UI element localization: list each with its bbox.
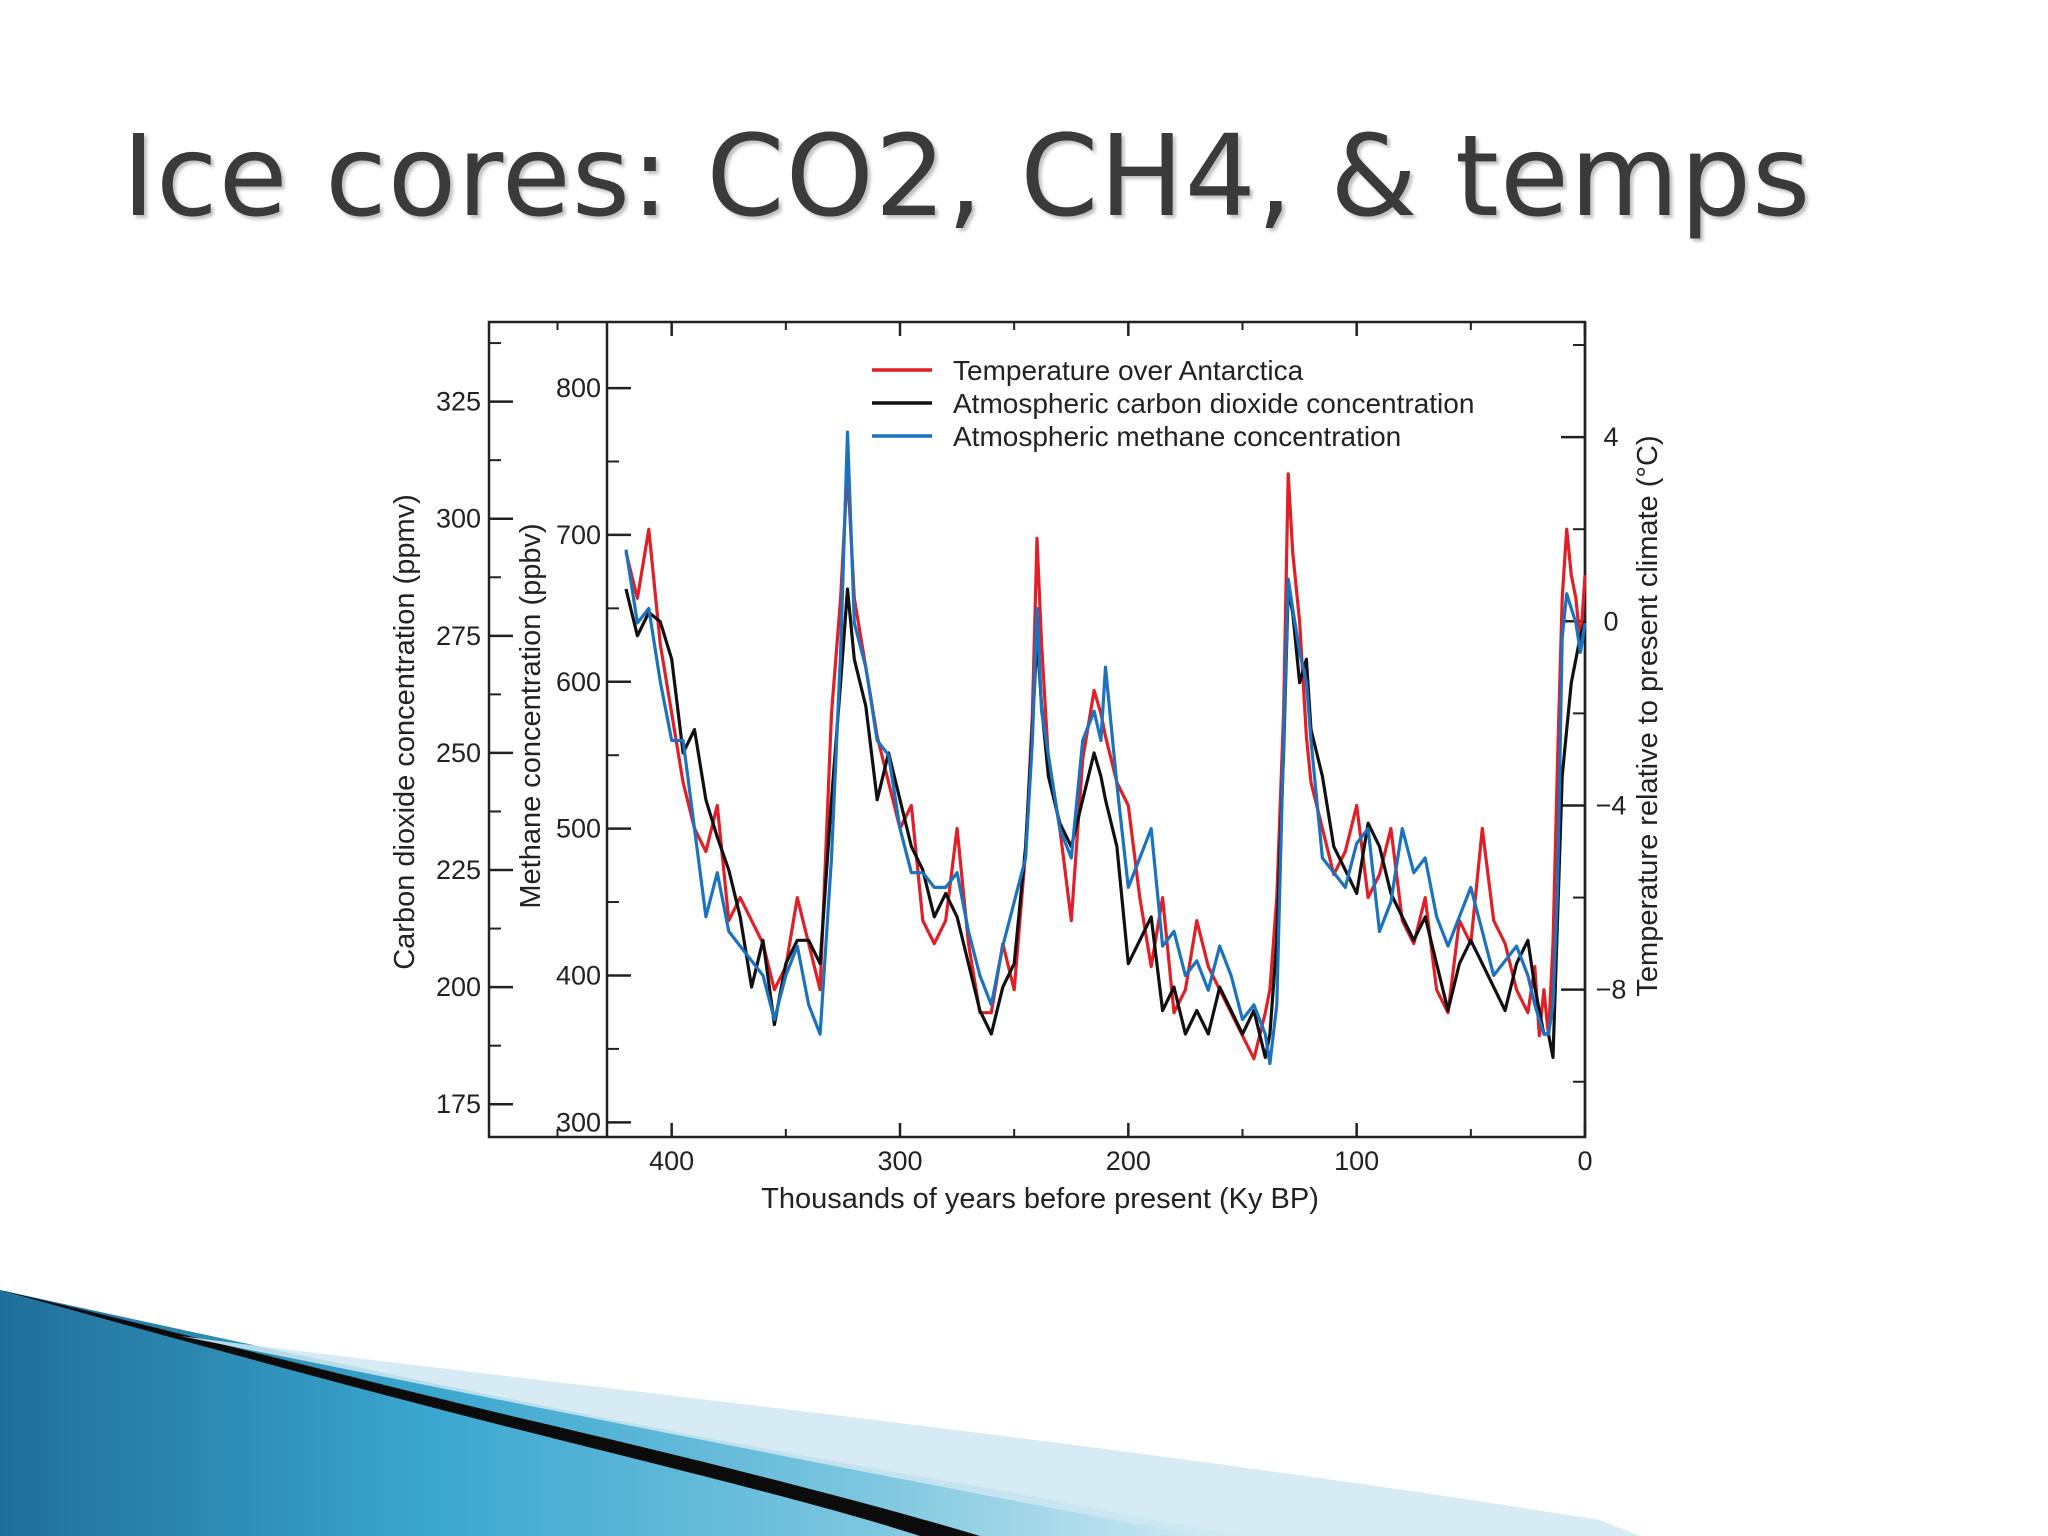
temp-tick-label: 0 — [1603, 606, 1618, 636]
x-tick-label: 0 — [1577, 1146, 1592, 1176]
co2-tick-label: 325 — [436, 387, 481, 417]
x-tick-label: 100 — [1334, 1146, 1379, 1176]
co2-tick-label: 300 — [436, 504, 481, 534]
ch4-tick-label: 300 — [556, 1107, 601, 1137]
temp-axis-label: Temperature relative to present climate … — [1632, 435, 1664, 996]
ch4-tick-label: 600 — [556, 667, 601, 697]
co2-tick-label: 200 — [436, 972, 481, 1002]
ch4-tick-label: 400 — [556, 960, 601, 990]
temp-tick-label: −4 — [1596, 790, 1627, 820]
co2-tick-label: 225 — [436, 855, 481, 885]
temp-tick-label: −8 — [1596, 975, 1627, 1005]
ch4-axis-label: Methane concentration (ppbv) — [515, 523, 547, 908]
x-axis-label: Thousands of years before present (Ky BP… — [761, 1183, 1319, 1215]
ch4-tick-label: 700 — [556, 520, 601, 550]
series-line-ch4 — [624, 430, 1587, 1066]
co2-tick-label: 250 — [436, 738, 481, 768]
co2-tick-label: 175 — [436, 1089, 481, 1119]
x-tick-label: 200 — [1106, 1146, 1151, 1176]
slide-title: Ice cores: CO2, CH4, & temps — [122, 112, 1812, 242]
series-line-co2 — [624, 587, 1587, 1060]
x-tick-label: 300 — [877, 1146, 922, 1176]
co2-axis-label: Carbon dioxide concentration (ppmv) — [389, 494, 421, 970]
legend-label: Atmospheric methane concentration — [953, 421, 1401, 452]
legend-label: Atmospheric carbon dioxide concentration — [953, 388, 1474, 419]
ch4-tick-label: 500 — [556, 814, 601, 844]
legend-label: Temperature over Antarctica — [953, 355, 1304, 386]
x-tick-label: 400 — [649, 1146, 694, 1176]
temp-tick-label: 4 — [1603, 422, 1618, 452]
ch4-tick-label: 800 — [556, 373, 601, 403]
co2-tick-label: 275 — [436, 621, 481, 651]
